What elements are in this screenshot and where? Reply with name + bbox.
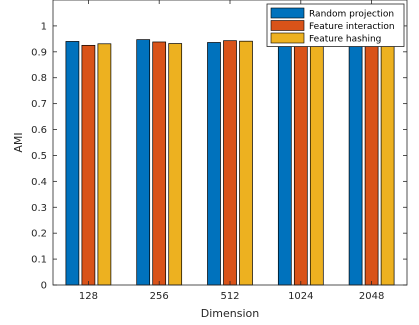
- bar-feature-interaction-2048: [364, 40, 379, 286]
- bar-feature-hashing-128: [97, 43, 112, 286]
- bar-random-projection-128: [65, 41, 80, 286]
- bar-random-projection-512: [207, 42, 221, 286]
- legend-label: Feature interaction: [309, 22, 395, 32]
- bar-feature-interaction-128: [81, 44, 96, 286]
- bars-layer: [65, 39, 395, 286]
- legend-swatch: [270, 20, 305, 31]
- axes-layer: 0 0.1 0.2 0.3 0.4 0.5 0.6 0.7 0.8 0.9 1 128 256 512 10…: [31, 0, 408, 302]
- bar-random-projection-2048: [348, 41, 363, 286]
- y-tick-label: 0.6: [31, 125, 47, 136]
- x-tick-label: 256: [150, 291, 169, 302]
- y-tick-label: 0.7: [31, 99, 47, 110]
- bar-feature-hashing-512: [239, 40, 253, 286]
- bar-random-projection-256: [136, 39, 151, 286]
- y-tick-label: 0.9: [31, 47, 47, 58]
- x-axis-label: Dimension: [201, 307, 259, 320]
- x-tick-label: 512: [220, 291, 239, 302]
- bar-feature-hashing-1024: [309, 40, 324, 286]
- bar-feature-interaction-256: [152, 41, 167, 286]
- legend-label: Feature hashing: [309, 35, 381, 45]
- y-tick-label: 0.5: [31, 151, 47, 162]
- bar-feature-interaction-1024: [293, 41, 308, 286]
- legend: Random projection Feature interaction Feat…: [266, 3, 405, 47]
- y-tick-label: 1: [41, 21, 47, 32]
- y-tick-label: 0: [41, 281, 47, 292]
- legend-swatch: [270, 7, 305, 19]
- y-tick-label: 0.3: [31, 203, 47, 214]
- bar-feature-hashing-256: [168, 43, 183, 286]
- bar-random-projection-1024: [277, 40, 292, 286]
- bar-feature-hashing-2048: [380, 40, 395, 286]
- legend-label: Random projection: [309, 10, 394, 20]
- bar-feature-interaction-512: [223, 40, 237, 286]
- y-tick-label: 0.2: [31, 229, 47, 240]
- legend-swatch: [270, 32, 305, 44]
- x-tick-label: 1024: [288, 291, 313, 302]
- x-tick-label: 128: [79, 291, 98, 302]
- x-tick-label: 2048: [359, 291, 384, 302]
- y-tick-label: 0.8: [31, 73, 47, 84]
- y-tick-label: 0.4: [31, 177, 47, 188]
- y-tick-label: 0.1: [31, 255, 47, 266]
- y-axis-label: AMI: [12, 132, 25, 152]
